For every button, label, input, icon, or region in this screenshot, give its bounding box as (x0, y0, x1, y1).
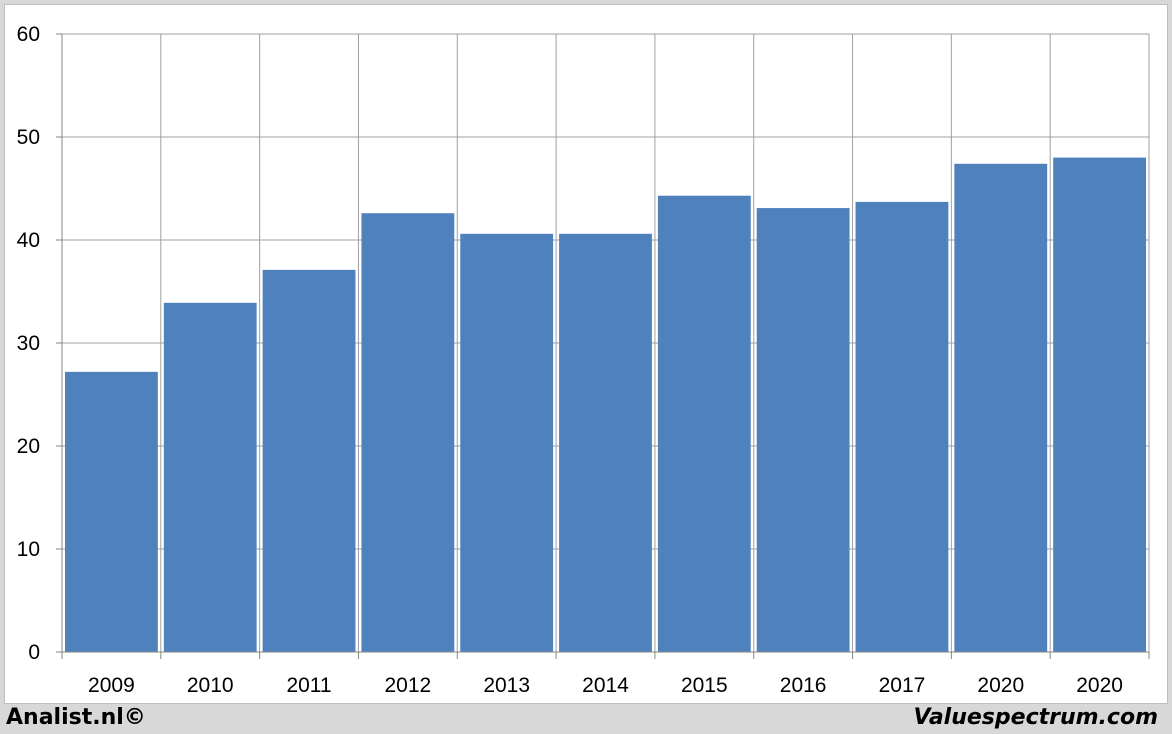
watermark-credit: Valuespectrum.com (913, 705, 1158, 730)
bar (559, 233, 652, 652)
bar-chart: 0 10 20 30 40 50 60 2009 2010 2011 2012 2013 2014 201… (17, 23, 1150, 697)
bar (657, 195, 751, 652)
x-tick-label: 2020 (1076, 674, 1123, 697)
bar (65, 371, 158, 652)
bar (163, 302, 257, 652)
x-tick-label: 2011 (286, 674, 331, 697)
bar (262, 269, 356, 652)
y-tick-label: 40 (17, 229, 40, 252)
y-tick-label: 60 (17, 23, 40, 46)
bar (361, 213, 455, 652)
x-tick-label: 2020 (977, 674, 1024, 697)
tick-labels: 0 10 20 30 40 50 60 2009 2010 2011 2012 2013 2014 201… (17, 23, 1123, 697)
source-credit: Analist.nl© (6, 705, 146, 730)
bar (954, 163, 1048, 652)
x-tick-label: 2013 (483, 674, 530, 697)
x-tick-label: 2017 (879, 674, 926, 697)
x-tick-label: 2016 (780, 674, 827, 697)
axes (56, 33, 1150, 659)
bar (460, 233, 554, 652)
x-tick-label: 2014 (582, 674, 629, 697)
x-tick-label: 2012 (385, 674, 432, 697)
x-tick-label: 2015 (681, 674, 728, 697)
y-tick-label: 20 (17, 435, 40, 458)
y-tick-label: 10 (17, 538, 40, 561)
bar (855, 201, 949, 652)
x-tick-label: 2009 (88, 674, 135, 697)
x-tick-label: 2010 (187, 674, 234, 697)
y-tick-label: 30 (17, 332, 40, 355)
bars (65, 157, 1146, 652)
y-tick-label: 0 (28, 641, 40, 664)
y-tick-label: 50 (17, 126, 40, 149)
bar (756, 208, 850, 652)
bar (1053, 157, 1146, 652)
